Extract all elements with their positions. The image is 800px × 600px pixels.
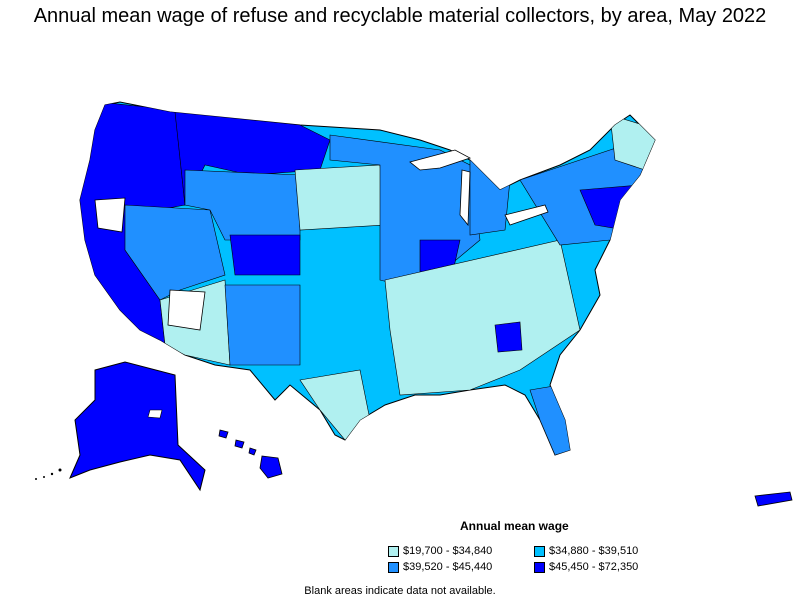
lake-superior [409, 149, 472, 171]
puerto-rico [754, 491, 793, 507]
legend-label: $19,700 - $34,840 [403, 545, 493, 557]
legend-label: $39,520 - $45,440 [403, 561, 493, 573]
legend-swatch [388, 562, 399, 573]
legend-label: $34,880 - $39,510 [549, 545, 639, 557]
legend-item: $19,700 - $34,840 [388, 545, 492, 558]
legend-swatch [388, 546, 399, 557]
legend-item: $39,520 - $45,440 [388, 561, 492, 574]
region-great-plains-north [294, 164, 386, 231]
no-data-area-arizona [167, 289, 206, 331]
legend-swatch [534, 562, 545, 573]
lake-michigan [459, 169, 471, 227]
no-data-note: Blank areas indicate data not available. [304, 585, 496, 597]
legend-item: $45,450 - $72,350 [534, 561, 638, 574]
region-south-central [384, 239, 581, 396]
hawaii [218, 429, 283, 479]
region-new-mexico [224, 284, 301, 366]
no-data-area-oregon [94, 197, 126, 233]
legend-title: Annual mean wage [460, 519, 569, 533]
aleutian-islands [35, 468, 62, 480]
region-colorado [229, 234, 301, 276]
region-michigan [469, 159, 511, 236]
lake-erie [504, 204, 549, 226]
region-florida [529, 384, 573, 455]
map-title: Annual mean wage of refuse and recyclabl… [33, 5, 767, 27]
legend-item: $34,880 - $39,510 [534, 545, 638, 558]
alaska [69, 361, 206, 492]
alaska-southeast-white [147, 409, 163, 419]
legend-swatch [534, 546, 545, 557]
legend-label: $45,450 - $72,350 [549, 561, 639, 573]
region-atlanta [494, 321, 523, 353]
contiguous-us [79, 101, 656, 456]
